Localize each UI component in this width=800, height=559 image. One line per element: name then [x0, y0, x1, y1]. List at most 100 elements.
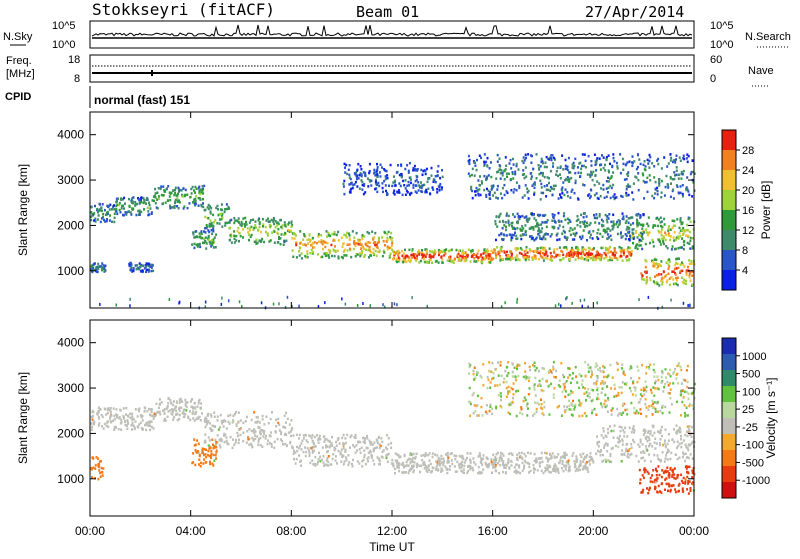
power-echo-cell — [221, 209, 223, 212]
velocity-echo-cell — [321, 459, 323, 462]
power-echo-cell — [376, 176, 378, 179]
power-echo-cell — [576, 255, 578, 258]
nave-tick-bottom: 0 — [710, 73, 716, 85]
velocity-echo-cell — [387, 453, 389, 456]
velocity-echo-cell — [277, 418, 279, 421]
power-echo-cell — [454, 258, 456, 261]
velocity-echo-cell — [651, 445, 653, 448]
power-echo-cell — [348, 174, 350, 177]
velocity-echo-cell — [519, 455, 521, 458]
velocity-echo-cell — [527, 452, 529, 455]
power-echo-cell — [409, 193, 411, 196]
power-echo-cell — [499, 256, 501, 259]
power-echo-cell — [242, 236, 244, 239]
power-echo-cell — [535, 258, 537, 261]
velocity-echo-cell — [654, 401, 656, 404]
power-echo-cell — [539, 180, 541, 183]
velocity-echo-cell — [472, 370, 474, 373]
power-echo-cell — [299, 242, 301, 245]
velocity-echo-cell — [596, 365, 598, 368]
velocity-echo-cell — [673, 371, 675, 374]
power-echo-cell — [195, 195, 197, 198]
velocity-echo-cell — [644, 467, 646, 470]
velocity-echo-cell — [625, 448, 627, 451]
power-echo-cell — [646, 223, 648, 226]
velocity-echo-cell — [440, 470, 442, 473]
nsky-label: N.Sky — [3, 31, 33, 43]
power-echo-cell — [398, 256, 400, 259]
velocity-echo-cell — [366, 435, 368, 438]
power-echo-cell — [676, 174, 678, 177]
power-echo-cell — [664, 223, 666, 226]
velocity-echo-cell — [492, 466, 494, 469]
velocity-echo-cell — [563, 464, 565, 467]
power-echo-cell — [545, 195, 547, 198]
power-echo-cell — [416, 184, 418, 187]
power-echo-cell — [580, 168, 582, 171]
power-echo-cell — [199, 232, 201, 235]
velocity-echo-cell — [574, 404, 576, 407]
velocity-echo-cell — [251, 419, 253, 422]
velocity-echo-cell — [596, 435, 598, 438]
velocity-echo-cell — [642, 474, 644, 477]
velocity-echo-cell — [683, 439, 685, 442]
power-echo-cell — [421, 249, 423, 252]
velocity-echo-cell — [492, 454, 494, 457]
power-echo-cell — [602, 236, 604, 239]
power-echo-cell — [607, 177, 609, 180]
power-echo-cell — [542, 174, 544, 177]
velocity-echo-cell — [644, 460, 646, 463]
velocity-echo-cell — [106, 425, 108, 428]
velocity-echo-cell — [116, 416, 118, 419]
power-echo-cell — [531, 212, 533, 215]
power-echo-cell — [678, 177, 680, 180]
velocity-echo-cell — [665, 368, 667, 371]
power-echo-cell — [346, 232, 348, 235]
power-echo-cell — [594, 154, 596, 157]
power-echo-cell — [102, 213, 104, 216]
power-echo-cell — [353, 240, 355, 243]
power-near-range-cell — [683, 302, 685, 305]
power-echo-cell — [589, 236, 591, 239]
power-echo-cell — [187, 207, 189, 210]
power-echo-cell — [482, 252, 484, 255]
power-echo-cell — [416, 257, 418, 260]
velocity-echo-cell — [271, 411, 273, 414]
power-echo-cell — [244, 217, 246, 220]
velocity-echo-cell — [381, 456, 383, 459]
power-echo-cell — [647, 162, 649, 165]
velocity-echo-cell — [334, 448, 336, 451]
power-echo-cell — [250, 236, 252, 239]
power-echo-cell — [676, 166, 678, 169]
power-echo-cell — [662, 238, 664, 241]
power-echo-cell — [489, 261, 491, 264]
power-echo-cell — [255, 241, 257, 244]
power-echo-cell — [655, 217, 657, 220]
velocity-echo-cell — [97, 457, 99, 460]
velocity-echo-cell — [582, 386, 584, 389]
power-near-range-cell — [99, 303, 101, 306]
velocity-echo-cell — [277, 438, 279, 441]
velocity-echo-cell — [284, 434, 286, 437]
power-near-range-cell — [555, 304, 557, 307]
velocity-echo-cell — [677, 382, 679, 385]
power-echo-cell — [408, 259, 410, 262]
power-echo-cell — [469, 175, 471, 178]
velocity-echo-cell — [405, 471, 407, 474]
power-echo-cell — [101, 210, 103, 213]
velocity-echo-cell — [586, 415, 588, 418]
power-echo-cell — [645, 266, 647, 269]
velocity-echo-cell — [296, 450, 298, 453]
power-echo-cell — [320, 241, 322, 244]
velocity-echo-cell — [681, 442, 683, 445]
power-echo-cell — [465, 259, 467, 262]
velocity-echo-cell — [522, 469, 524, 472]
velocity-echo-cell — [275, 425, 277, 428]
power-echo-cell — [681, 270, 683, 273]
power-echo-cell — [202, 189, 204, 192]
power-echo-cell — [604, 164, 606, 167]
power-echo-cell — [627, 175, 629, 178]
power-echo-cell — [680, 270, 682, 273]
power-echo-cell — [640, 240, 642, 243]
velocity-echo-cell — [610, 430, 612, 433]
